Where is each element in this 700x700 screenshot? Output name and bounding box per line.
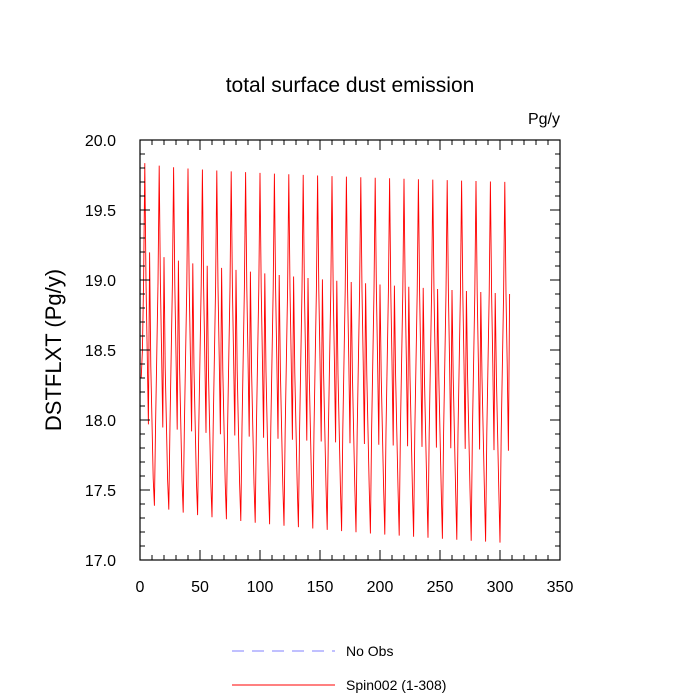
y-tick-label: 18.5 bbox=[85, 343, 116, 360]
x-tick-label: 250 bbox=[427, 579, 454, 596]
series-layer bbox=[140, 163, 511, 543]
units-label: Pg/y bbox=[528, 111, 560, 128]
y-axis-label: DSTFLXT (Pg/y) bbox=[41, 269, 66, 431]
x-tick-label: 300 bbox=[487, 579, 514, 596]
x-tick-label: 0 bbox=[136, 579, 145, 596]
y-tick-label: 20.0 bbox=[85, 133, 116, 150]
x-tick-label: 200 bbox=[367, 579, 394, 596]
legend-label: Spin002 (1-308) bbox=[346, 677, 446, 693]
series-line-spin002 bbox=[140, 163, 511, 543]
axes-layer: 0 50 100 150 200 250 300 350 17.0 17.5 18.0 18.5 19.… bbox=[85, 133, 574, 596]
y-tick-label: 18.0 bbox=[85, 413, 116, 430]
legend: No Obs Spin002 (1-308) bbox=[232, 643, 446, 693]
legend-label: No Obs bbox=[346, 643, 393, 659]
x-tick-label: 150 bbox=[307, 579, 334, 596]
chart-title: total surface dust emission bbox=[226, 74, 475, 97]
y-tick-label: 17.5 bbox=[85, 483, 116, 500]
y-tick-label: 19.0 bbox=[85, 273, 116, 290]
x-tick-label: 100 bbox=[247, 579, 274, 596]
y-tick-label: 17.0 bbox=[85, 553, 116, 570]
x-tick-label: 350 bbox=[547, 579, 574, 596]
y-tick-label: 19.5 bbox=[85, 203, 116, 220]
x-tick-label: 50 bbox=[191, 579, 209, 596]
